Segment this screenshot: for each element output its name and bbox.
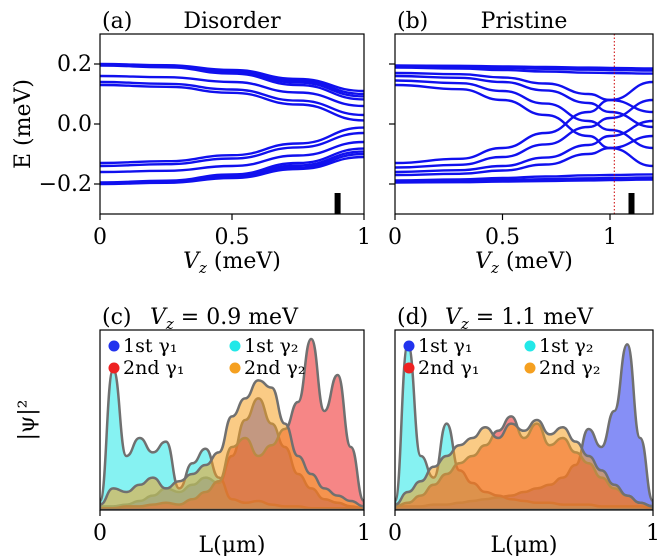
vz-marker bbox=[334, 193, 341, 214]
x-tick-label: 1 bbox=[357, 225, 371, 250]
band-line bbox=[395, 66, 653, 75]
legend-label: 1st γ₁ bbox=[123, 335, 178, 357]
legend-marker bbox=[229, 362, 241, 374]
x-tick-label: 0 bbox=[93, 521, 107, 546]
legend-label: 1st γ₂ bbox=[539, 335, 594, 357]
panel-c: 1st γ₁ 1st γ₂ 2nd γ₁ 2nd γ₂ 0 1 (c) Vz = 0.9 me… bbox=[93, 305, 371, 556]
x-tick-label: 1 bbox=[646, 521, 660, 546]
axes-frame bbox=[394, 329, 654, 511]
panel-label: (d) bbox=[397, 305, 428, 330]
band-line bbox=[100, 83, 364, 122]
legend-marker bbox=[524, 362, 536, 374]
legend-marker bbox=[403, 340, 415, 352]
band-line bbox=[395, 74, 653, 129]
panel-d: 1st γ₁ 1st γ₂ 2nd γ₁ 2nd γ₂ 0 1 (d) Vz = 1.1 me… bbox=[388, 305, 660, 556]
band-line bbox=[395, 176, 653, 183]
legend-marker bbox=[524, 340, 536, 352]
plot-area-c bbox=[100, 337, 364, 510]
band-line bbox=[395, 80, 653, 165]
y-tick-label: −0.2 bbox=[39, 172, 92, 197]
legend-marker bbox=[403, 362, 415, 374]
band-line bbox=[395, 178, 653, 184]
band-line bbox=[395, 98, 653, 169]
density-area bbox=[395, 418, 653, 510]
legend-c: 1st γ₁ 1st γ₂ 2nd γ₁ 2nd γ₂ bbox=[108, 335, 306, 379]
plot-area-a bbox=[100, 62, 364, 214]
band-line bbox=[395, 134, 653, 177]
x-tick-label: 0.5 bbox=[215, 225, 250, 250]
legend-marker bbox=[108, 340, 120, 352]
panel-a: 0 0.5 1 0.2 0.0 −0.2 (a) Disorder Vz (meV) bbox=[39, 9, 371, 277]
x-axis-label: L(μm) bbox=[199, 533, 266, 556]
x-tick-label: 0 bbox=[388, 521, 402, 546]
band-line bbox=[100, 155, 364, 186]
legend-label: 2nd γ₂ bbox=[539, 357, 601, 379]
panel-title: Vz = 0.9 meV bbox=[150, 305, 299, 333]
x-tick-label: 1 bbox=[603, 225, 617, 250]
x-tick-label: 1 bbox=[357, 521, 371, 546]
panel-title: Pristine bbox=[481, 9, 568, 34]
plot-area-d bbox=[395, 343, 653, 510]
legend-label: 2nd γ₁ bbox=[418, 357, 480, 379]
y-tick-label: 0.2 bbox=[57, 52, 92, 77]
band-line bbox=[100, 74, 364, 108]
panel-title: Disorder bbox=[183, 9, 281, 34]
x-tick-label: 0 bbox=[93, 225, 107, 250]
x-tick-label: 0 bbox=[388, 225, 402, 250]
legend-label: 2nd γ₁ bbox=[123, 357, 185, 379]
legend-label: 2nd γ₂ bbox=[244, 357, 306, 379]
band-line bbox=[395, 65, 653, 72]
y-axis-label-energy: E (meV) bbox=[11, 79, 36, 169]
x-tick-label: 0.5 bbox=[485, 225, 520, 250]
panel-title: Vz = 1.1 meV bbox=[445, 305, 594, 333]
panel-label: (b) bbox=[397, 9, 428, 34]
legend-d: 1st γ₁ 1st γ₂ 2nd γ₁ 2nd γ₂ bbox=[403, 335, 601, 379]
panel-label: (a) bbox=[102, 9, 132, 34]
band-line bbox=[395, 119, 653, 174]
axes-frame bbox=[99, 329, 365, 511]
x-axis-label: Vz (meV) bbox=[183, 249, 281, 277]
density-area bbox=[100, 379, 364, 510]
legend-marker bbox=[108, 362, 120, 374]
y-tick-label: 0.0 bbox=[57, 112, 92, 137]
panel-label: (c) bbox=[102, 305, 132, 330]
x-axis-label: L(μm) bbox=[491, 533, 558, 556]
band-line bbox=[100, 126, 364, 165]
vz-marker bbox=[628, 193, 635, 214]
axes-frame bbox=[394, 33, 654, 215]
y-axis-label-density: |ψ|² bbox=[15, 400, 40, 441]
legend-label: 1st γ₁ bbox=[418, 335, 473, 357]
legend-label: 1st γ₂ bbox=[244, 335, 299, 357]
legend-marker bbox=[229, 340, 241, 352]
band-line bbox=[100, 140, 364, 174]
x-axis-label: Vz (meV) bbox=[475, 249, 573, 277]
band-line bbox=[395, 79, 653, 150]
axes-frame bbox=[99, 33, 365, 215]
band-line bbox=[100, 131, 364, 168]
band-line bbox=[100, 64, 364, 101]
band-line bbox=[100, 80, 364, 117]
plot-area-b bbox=[395, 34, 653, 214]
band-line bbox=[395, 173, 653, 182]
panel-b: 0 0.5 1 (b) Pristine Vz (meV) bbox=[388, 9, 654, 277]
